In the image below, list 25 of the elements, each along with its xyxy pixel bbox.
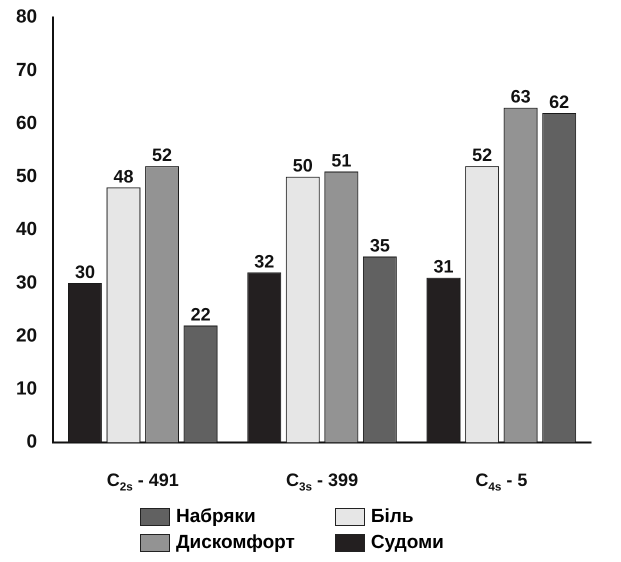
- data-label: 50: [292, 156, 313, 176]
- data-label: 62: [549, 92, 570, 112]
- data-label: 30: [74, 262, 95, 282]
- y-tick-label: 40: [16, 219, 38, 240]
- y-tick-label: 20: [16, 325, 38, 346]
- data-label: 32: [254, 251, 274, 272]
- data-label: 52: [152, 145, 172, 166]
- y-tick-label: 50: [16, 166, 38, 188]
- y-tick-label: 80: [16, 6, 38, 28]
- data-label: 63: [510, 86, 531, 107]
- legend-label: Дискомфорт: [176, 532, 295, 554]
- legend-label: Біль: [370, 506, 414, 528]
- data-label: 35: [370, 235, 390, 256]
- y-tick-label: 0: [26, 432, 38, 453]
- y-tick-label: 60: [16, 112, 38, 134]
- y-tick-label: 10: [16, 378, 38, 400]
- legend-label: Набряки: [176, 506, 256, 528]
- data-label: 22: [190, 304, 211, 324]
- data-label: 52: [472, 145, 492, 166]
- data-label: 31: [434, 256, 454, 277]
- y-tick-label: 70: [16, 60, 38, 81]
- data-label: 51: [331, 150, 352, 170]
- y-tick-label: 30: [16, 272, 38, 294]
- legend-label: Судоми: [370, 532, 444, 554]
- data-label: 48: [113, 166, 134, 186]
